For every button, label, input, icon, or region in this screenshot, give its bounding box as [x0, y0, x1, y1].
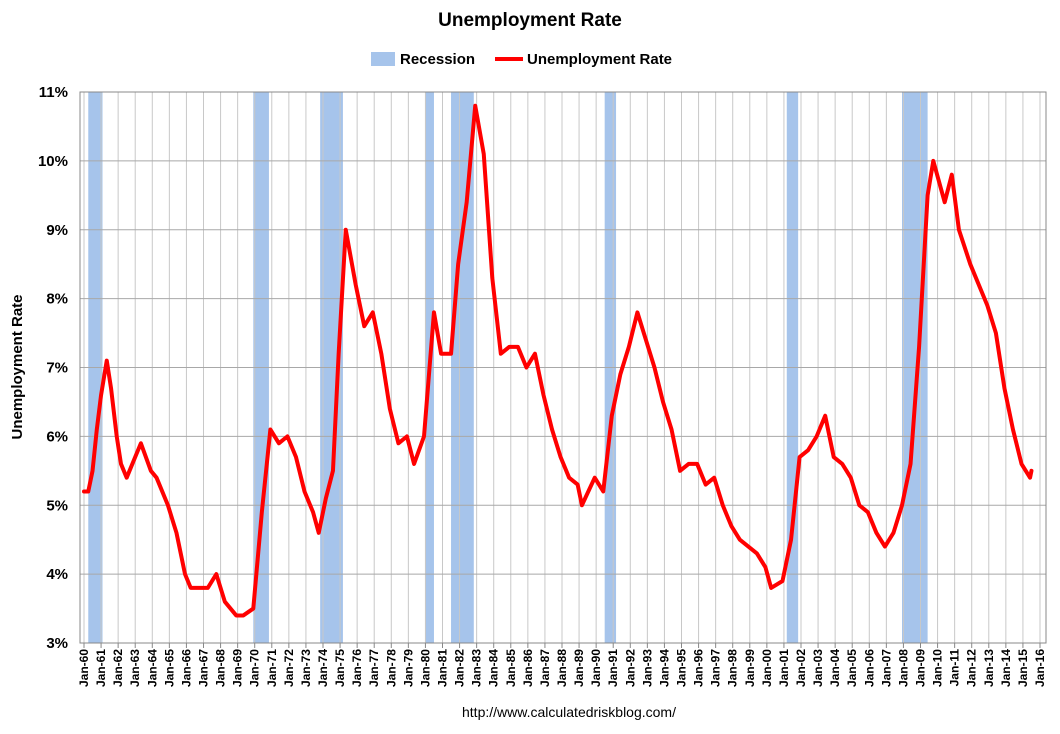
x-tick-label: Jan-70 — [248, 649, 262, 687]
x-tick-label: Jan-81 — [436, 649, 450, 687]
x-tick-label: Jan-00 — [760, 649, 774, 687]
x-tick-label: Jan-10 — [931, 649, 945, 687]
x-tick-label: Jan-92 — [623, 649, 637, 687]
chart-title: Unemployment Rate — [438, 10, 622, 31]
x-tick-label: Jan-04 — [828, 649, 842, 687]
x-tick-label: Jan-05 — [845, 649, 859, 687]
x-tick-label: Jan-02 — [794, 649, 808, 687]
x-tick-label: Jan-87 — [538, 649, 552, 687]
x-tick-label: Jan-61 — [94, 649, 108, 687]
x-tick-label: Jan-64 — [145, 649, 159, 687]
legend: Recession Unemployment Rate — [371, 51, 672, 68]
x-tick-label: Jan-63 — [128, 649, 142, 687]
x-tick-label: Jan-86 — [521, 649, 535, 687]
x-tick-label: Jan-12 — [965, 649, 979, 687]
x-tick-label: Jan-96 — [692, 649, 706, 687]
y-axis-title: Unemployment Rate — [9, 294, 26, 439]
x-tick-label: Jan-71 — [265, 649, 279, 687]
y-tick-label: 9% — [46, 222, 68, 239]
y-tick-label: 5% — [46, 497, 68, 514]
plot-frame — [79, 91, 1047, 644]
x-tick-label: Jan-74 — [316, 649, 330, 687]
x-tick-label: Jan-83 — [470, 649, 484, 687]
x-tick-label: Jan-97 — [709, 649, 723, 687]
legend-label: Recession — [400, 51, 475, 68]
x-tick-label: Jan-14 — [999, 649, 1013, 687]
x-tick-label: Jan-13 — [982, 649, 996, 687]
x-tick-label: Jan-76 — [350, 649, 364, 687]
x-tick-label: Jan-89 — [572, 649, 586, 687]
x-tick-label: Jan-11 — [948, 649, 962, 687]
x-tick-label: Jan-01 — [777, 649, 791, 687]
x-tick-label: Jan-67 — [197, 649, 211, 687]
x-tick-label: Jan-94 — [657, 649, 671, 687]
x-tick-label: Jan-90 — [589, 649, 603, 687]
x-tick-label: Jan-85 — [504, 649, 518, 687]
x-tick-label: Jan-75 — [333, 649, 347, 687]
x-tick-label: Jan-80 — [418, 649, 432, 687]
x-tick-label: Jan-79 — [401, 649, 415, 687]
x-tick-label: Jan-69 — [231, 649, 245, 687]
x-tick-label: Jan-08 — [896, 649, 910, 687]
x-tick-label: Jan-88 — [555, 649, 569, 687]
x-tick-label: Jan-72 — [282, 649, 296, 687]
x-tick-label: Jan-06 — [862, 649, 876, 687]
x-tick-label: Jan-15 — [1016, 649, 1030, 687]
source-url: http://www.calculatedriskblog.com/ — [462, 704, 676, 720]
y-tick-label: 8% — [46, 291, 68, 308]
legend-label: Unemployment Rate — [527, 51, 672, 68]
x-tick-label: Jan-03 — [811, 649, 825, 687]
y-tick-label: 11% — [39, 84, 68, 101]
y-tick-label: 3% — [46, 635, 68, 652]
x-tick-label: Jan-91 — [606, 649, 620, 687]
y-tick-label: 10% — [38, 153, 68, 170]
x-tick-label: Jan-77 — [367, 649, 381, 687]
x-tick-label: Jan-07 — [879, 649, 893, 687]
x-tick-label: Jan-60 — [77, 649, 91, 687]
x-tick-label: Jan-09 — [914, 649, 928, 687]
x-tick-label: Jan-98 — [726, 649, 740, 687]
x-tick-label: Jan-68 — [214, 649, 228, 687]
x-tick-label: Jan-99 — [743, 649, 757, 687]
y-tick-label: 7% — [46, 360, 68, 377]
x-tick-label: Jan-65 — [162, 649, 176, 687]
y-tick-label: 6% — [46, 428, 68, 445]
x-tick-label: Jan-95 — [675, 649, 689, 687]
data-line — [82, 103, 1034, 618]
legend-swatch — [371, 52, 395, 66]
x-tick-label: Jan-62 — [111, 649, 125, 687]
x-tick-label: Jan-66 — [179, 649, 193, 687]
x-tick-label: Jan-84 — [487, 649, 501, 687]
x-tick-label: Jan-93 — [640, 649, 654, 687]
y-tick-label: 4% — [46, 566, 68, 583]
x-tick-label: Jan-73 — [299, 649, 313, 687]
x-tick-label: Jan-78 — [384, 649, 398, 687]
x-tick-label: Jan-16 — [1033, 649, 1047, 687]
x-tick-label: Jan-82 — [453, 649, 467, 687]
